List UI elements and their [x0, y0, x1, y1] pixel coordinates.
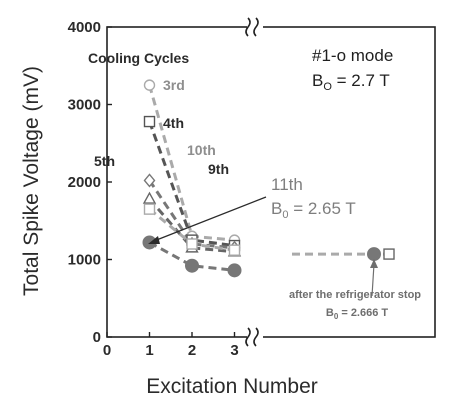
arrow-note — [371, 263, 375, 297]
series-lines — [148, 84, 384, 272]
axis-break-mark-top-1 — [253, 17, 259, 37]
label-4th: 4th — [163, 115, 184, 131]
axis-break-mark-bottom-0 — [245, 327, 251, 347]
b11-label: B0 = 2.65 T — [271, 199, 356, 221]
x-tick-label-0: 0 — [103, 342, 111, 359]
y-axis-title: Total Spike Voltage (mV) — [20, 66, 43, 296]
field-symbol: B — [312, 71, 323, 90]
after-stop-filled-point — [367, 247, 381, 262]
label-3rd: 3rd — [163, 77, 185, 93]
y-tick-label-2: 2000 — [68, 174, 101, 191]
series-line-2 — [148, 179, 235, 250]
point-0-0 — [143, 79, 156, 91]
note-symbol: B — [326, 307, 334, 319]
field-subscript: O — [323, 81, 332, 93]
point-4-2 — [228, 244, 241, 256]
point-4-1 — [186, 238, 198, 250]
cooling-cycles-title: Cooling Cycles — [88, 50, 189, 66]
x-tick-label-1: 1 — [145, 342, 153, 359]
arrow-11th — [153, 196, 267, 242]
b11-symbol: B — [271, 199, 282, 218]
y-tick-label-0: 0 — [93, 329, 101, 346]
field-label: BO = 2.7 T — [312, 71, 390, 93]
label-9th: 9th — [208, 161, 229, 177]
axis-break-mark-bottom-1 — [253, 327, 259, 347]
note-subscript: 0 — [334, 312, 339, 321]
arrow-11th-head — [148, 236, 160, 244]
field-value: = 2.7 T — [332, 71, 390, 90]
after-stop-open-point — [383, 248, 395, 260]
axis-break-mark-top-0 — [245, 17, 251, 37]
arrow-note-head — [370, 259, 378, 268]
x-tick-label-2: 2 — [188, 342, 196, 359]
ticks: 0 1000 2000 3000 4000 0 1 2 3 — [68, 19, 239, 359]
b11-value: = 2.65 T — [288, 199, 355, 218]
series-line-5 — [148, 241, 235, 272]
label-10th: 10th — [187, 142, 216, 158]
point-5-2 — [227, 263, 242, 278]
note-line1: after the refrigerator stop — [289, 289, 421, 301]
series-markers — [142, 79, 395, 278]
label-11th: 11th — [271, 175, 303, 194]
point-3-0 — [142, 191, 157, 204]
b11-subscript: 0 — [282, 209, 288, 221]
series-line-1 — [148, 121, 235, 248]
x-tick-label-3: 3 — [230, 342, 238, 359]
point-2-0 — [143, 173, 156, 188]
mode-label: #1-o mode — [312, 46, 393, 65]
point-5-1 — [185, 258, 199, 273]
label-5th: 5th — [94, 153, 115, 169]
note-value: = 2.666 T — [338, 307, 388, 319]
y-tick-label-3: 3000 — [68, 97, 101, 114]
note-line2: B0 = 2.666 T — [326, 307, 389, 321]
series-line-3 — [148, 198, 235, 254]
y-tick-label-4: 4000 — [68, 19, 101, 36]
x-axis-title: Excitation Number — [146, 375, 318, 398]
y-tick-label-1: 1000 — [68, 252, 101, 269]
point-4-0 — [143, 203, 156, 215]
point-1-0 — [143, 115, 156, 128]
